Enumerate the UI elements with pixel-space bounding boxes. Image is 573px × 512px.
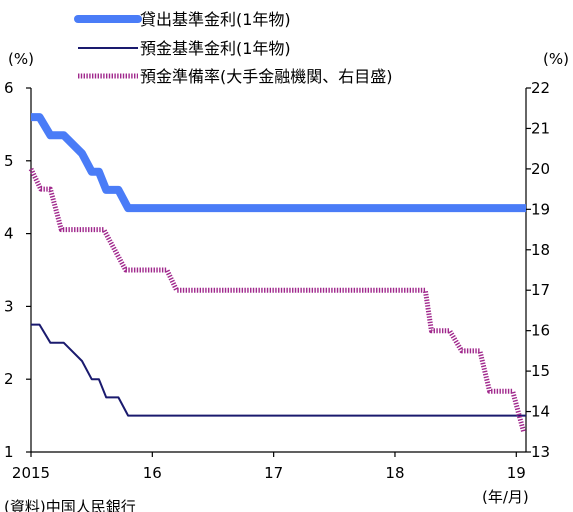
source-note: (資料)中国人民銀行 bbox=[4, 498, 136, 512]
y-right-tick-label: 22 bbox=[531, 79, 550, 97]
series-lending-rate-line bbox=[31, 113, 526, 213]
y-left-tick-label: 1 bbox=[4, 443, 14, 461]
y-right-tick-label: 18 bbox=[531, 241, 550, 259]
y-left-unit: (%) bbox=[8, 50, 34, 68]
y-left-tick-label: 3 bbox=[4, 297, 14, 315]
y-right-tick-label: 19 bbox=[531, 200, 550, 218]
y-right-tick-label: 16 bbox=[531, 322, 550, 340]
legend-label-lending-rate: 貸出基準金利(1年物) bbox=[140, 10, 291, 29]
y-left-tick-label: 4 bbox=[4, 225, 14, 243]
tick-layer: 1 2 3 4 5 6 13 14 15 16 17 18 19 20 21 22 2015 16 17 18 19 bbox=[4, 79, 550, 482]
x-tick-label: 16 bbox=[143, 464, 162, 482]
y-right-tick-label: 21 bbox=[531, 119, 550, 137]
y-right-unit: (%) bbox=[543, 50, 569, 68]
x-tick-label: 17 bbox=[264, 464, 283, 482]
y-left-tick-label: 5 bbox=[4, 152, 14, 170]
y-left-tick-label: 6 bbox=[4, 79, 14, 97]
y-right-tick-label: 20 bbox=[531, 160, 550, 178]
legend-label-reserve-ratio: 預金準備率(大手金融機関、右目盛) bbox=[140, 67, 393, 86]
x-tick-label: 19 bbox=[507, 464, 526, 482]
x-unit: (年/月) bbox=[482, 488, 529, 506]
x-tick-label: 2015 bbox=[12, 464, 50, 482]
y-right-tick-label: 15 bbox=[531, 362, 550, 380]
series-reserve-ratio-line bbox=[28, 167, 527, 433]
legend: 貸出基準金利(1年物) 預金基準金利(1年物) 預金準備率(大手金融機関、右目盛… bbox=[74, 10, 393, 86]
legend-label-deposit-rate: 預金基準金利(1年物) bbox=[140, 39, 291, 58]
series-deposit-rate-line bbox=[31, 323, 526, 417]
y-right-tick-label: 14 bbox=[531, 403, 550, 421]
y-right-tick-label: 17 bbox=[531, 281, 550, 299]
series-layer bbox=[28, 113, 527, 433]
x-tick-label: 18 bbox=[385, 464, 404, 482]
y-right-tick-label: 13 bbox=[531, 443, 550, 461]
y-left-tick-label: 2 bbox=[4, 370, 14, 388]
